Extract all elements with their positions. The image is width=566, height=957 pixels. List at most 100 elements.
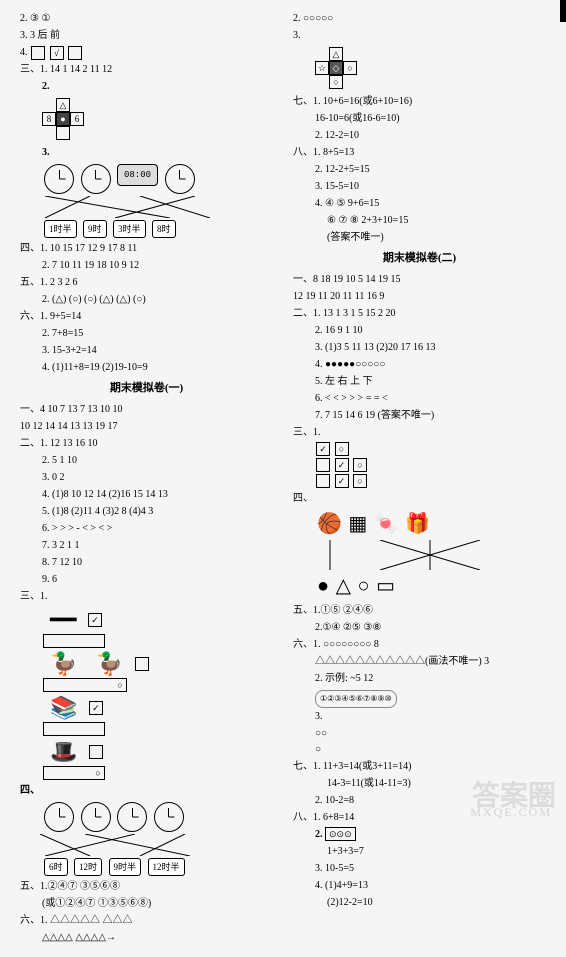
- page-edge-mark: [560, 0, 566, 22]
- circle-box-icon: ○: [335, 442, 349, 456]
- dot-sequence: ●●●●●○○○○○: [325, 359, 385, 370]
- value: ~5 12: [350, 673, 373, 684]
- clock-row: 08:00: [20, 162, 273, 196]
- cross-cell: ●: [56, 112, 70, 126]
- match-row: ━━ ✓: [20, 607, 273, 649]
- section-title: 期末模拟卷(二): [293, 250, 546, 268]
- ans-line: 8. 7 12 10: [20, 555, 273, 571]
- ans-line: 7. 7 15 14 6 19 (答案不唯一): [293, 408, 546, 424]
- check-box-icon: ✓: [88, 613, 102, 627]
- ans-line: 一、4 10 7 13 7 13 10 10: [20, 402, 273, 418]
- match-row: 🎩 ○: [20, 739, 273, 781]
- time-label: 9时: [83, 220, 107, 238]
- ans-line: △△△△ △△△△→: [20, 930, 273, 946]
- check-box-icon: √: [50, 46, 64, 60]
- cross-cell: ☆: [315, 61, 329, 75]
- ans-line: 2. 5 1 10: [20, 453, 273, 469]
- ans-line: 3. 15-3+2=14: [20, 343, 273, 359]
- cross-cell: 6: [70, 112, 84, 126]
- ans-line: 2. 示例: ~5 12: [293, 671, 546, 687]
- ans-line: 六、1. △△△△△ △△△: [20, 913, 273, 929]
- clock-icon: [165, 164, 195, 194]
- ans-line: 3. (1)3 5 11 13 (2)20 17 16 13: [293, 340, 546, 356]
- left-column: 2. ③ ① 3. 3 后 前 4. √ 三、1. 14 1 14 2 11 1…: [20, 10, 273, 947]
- ans-line: 2. ○○○○○: [293, 11, 546, 27]
- cross-cell: △: [56, 98, 70, 112]
- ans-line: 3. 0 2: [20, 470, 273, 486]
- ans-line: (或①②④⑦ ①③⑤⑥⑧): [20, 896, 273, 912]
- match-row: 📚 ✓: [20, 695, 273, 737]
- ans-line: 七、1. 10+6=16(或6+10=16): [293, 94, 546, 110]
- ans-line: 1+3+3=7: [293, 844, 546, 860]
- match-lines: [315, 540, 515, 570]
- cross-cell: ○: [343, 61, 357, 75]
- circle-box-icon: ○: [43, 766, 105, 780]
- ans-line: 五、1.①⑤ ②④⑥: [293, 603, 546, 619]
- duck-icon: 🦆: [50, 653, 77, 675]
- ans-line: (答案不唯一): [293, 230, 546, 246]
- ans-line: 2. 7+8=15: [20, 326, 273, 342]
- cross-cell: [56, 126, 70, 140]
- label: 三、1.: [20, 589, 273, 605]
- cross-cell: ◇: [329, 61, 343, 75]
- time-label: 8时: [152, 220, 176, 238]
- empty-box-icon: [316, 458, 330, 472]
- cross-cell: ○: [329, 75, 343, 89]
- ans-line: 4. ④ ⑤ 9+6=15: [293, 196, 546, 212]
- ans-line: 4. ●●●●●○○○○○: [293, 357, 546, 373]
- ans-line: 2. 16 9 1 10: [293, 323, 546, 339]
- empty-box-icon: [43, 634, 105, 648]
- ans-line: 3. 15-5=10: [293, 179, 546, 195]
- ans-line: 7. 3 2 1 1: [20, 538, 273, 554]
- label: 3.: [293, 28, 546, 44]
- time-label: 12时半: [148, 858, 185, 876]
- check-box-icon: ✓: [335, 474, 349, 488]
- box-row: ✓ ○: [293, 458, 546, 474]
- books-icon: 📚: [50, 697, 77, 719]
- empty-box-icon: [135, 657, 149, 671]
- sphere-icon: ●: [317, 575, 329, 597]
- circle-box-icon: ○: [353, 458, 367, 472]
- ans-line: 4. √: [20, 45, 273, 61]
- time-label: 1时半: [44, 220, 77, 238]
- ans-line: 9. 6: [20, 572, 273, 588]
- clock-labels-row: 1时半 9时 3时半 8时: [20, 218, 273, 240]
- ans-line: 4. (1)4+9=13: [293, 878, 546, 894]
- hat-icon: 🎩: [50, 741, 77, 763]
- time-label: 6时: [44, 858, 68, 876]
- ans-line: 2. (△) (○) (○) (△) (△) (○): [20, 292, 273, 308]
- clock-labels-row: 6时 12时 9时半 12时半: [20, 856, 273, 878]
- shape-row-bottom: ● △ ○ ▭: [293, 570, 546, 602]
- clock-row: [20, 800, 273, 834]
- ans-line: 五、1. 2 3 2 6: [20, 275, 273, 291]
- label: 3.: [293, 709, 546, 725]
- gift-icon: 🎁: [405, 513, 430, 535]
- digital-clock-icon: 08:00: [117, 164, 158, 186]
- ans-line: △△△△△△△△△△△(画法不唯一) 3: [293, 654, 546, 670]
- ans-line: (2)12-2=10: [293, 895, 546, 911]
- circle-box-icon: ○: [43, 678, 127, 692]
- ans-line: 5. (1)8 (2)11 4 (3)2 8 (4)4 3: [20, 504, 273, 520]
- label: 4.: [20, 47, 28, 58]
- clock-icon: [81, 164, 111, 194]
- label: 四、: [20, 783, 273, 799]
- shapes: ○○ ○: [293, 726, 546, 758]
- empty-box-icon: [31, 46, 45, 60]
- empty-box-icon: [43, 722, 105, 736]
- cross-figure: △ 8 ● 6: [42, 98, 84, 136]
- prism-icon: △: [336, 575, 351, 597]
- ans-line: 七、1. 11+3=14(或3+11=14): [293, 759, 546, 775]
- ans-line: 10 12 14 14 13 13 19 17: [20, 419, 273, 435]
- ans-line: 四、1. 10 15 17 12 9 17 8 11: [20, 241, 273, 257]
- time-label: 3时半: [113, 220, 146, 238]
- check-box-icon: ✓: [316, 442, 330, 456]
- empty-box-icon: [316, 474, 330, 488]
- ans-line: 2. 12-2+5=15: [293, 162, 546, 178]
- watermark-url: MXQE.COM: [470, 805, 552, 820]
- cube-icon: ▦: [348, 513, 367, 535]
- label: 4.: [315, 359, 323, 370]
- clock-icon: [117, 802, 147, 832]
- label: 3.: [20, 145, 273, 161]
- pencil-icon: ━━: [50, 609, 77, 631]
- ans-line: ⑥ ⑦ ⑧ 2+3+10=15: [293, 213, 546, 229]
